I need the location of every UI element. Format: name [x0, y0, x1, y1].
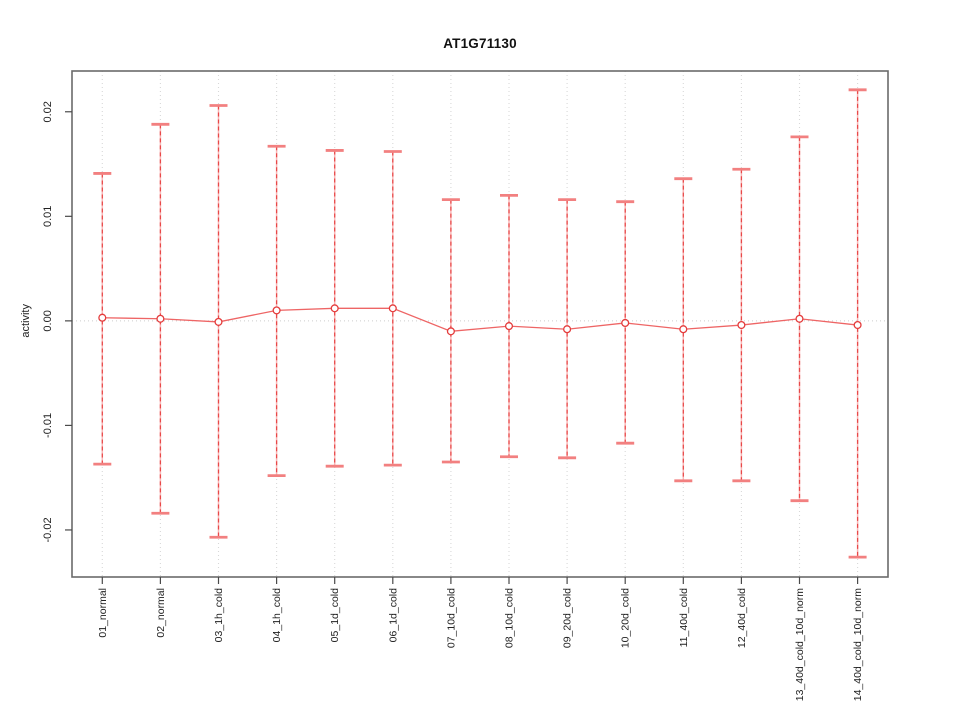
plot-box	[71, 70, 889, 578]
data-point	[563, 325, 572, 334]
data-point	[446, 327, 455, 336]
data-point	[853, 320, 862, 330]
x-tick-label: 06_1d_cold	[387, 588, 399, 642]
x-tick-label: 11_40d_cold	[678, 588, 690, 648]
x-tick-label: 05_1d_cold	[329, 588, 341, 642]
x-tick-label: 03_1h_cold	[213, 588, 225, 642]
x-tick-label: 01_normal	[97, 588, 109, 638]
x-tick-label: 09_20d_cold	[562, 588, 574, 648]
x-tick-label: 08_10d_cold	[504, 588, 516, 648]
x-tick-label: 02_normal	[155, 588, 167, 638]
data-point	[156, 314, 165, 323]
x-tick-label: 07_10d_cold	[445, 588, 457, 648]
y-axis-label: activity	[20, 304, 32, 338]
data-point	[98, 313, 107, 322]
x-tick-label: 04_1h_cold	[271, 588, 283, 642]
chart-title: AT1G71130	[443, 36, 517, 51]
data-point	[504, 322, 514, 331]
data-point	[621, 318, 630, 328]
x-tick-label: 14_40d_cold_10d_norm	[852, 588, 864, 702]
y-tick-label: -0.01	[42, 413, 54, 438]
y-tick-label: 0.00	[42, 310, 54, 331]
data-point	[330, 304, 339, 313]
x-tick-label: 13_40d_cold_10d_norm	[794, 588, 806, 702]
y-tick-label: 0.02	[42, 101, 54, 122]
data-point	[737, 320, 746, 330]
data-point	[388, 304, 397, 313]
x-tick-label: 10_20d_cold	[620, 588, 632, 648]
y-tick-label: 0.01	[42, 206, 54, 227]
x-tick-label: 12_40d_cold	[736, 588, 748, 648]
data-point	[795, 314, 804, 323]
data-point	[679, 325, 688, 334]
data-point	[272, 306, 281, 315]
mean-line	[102, 307, 858, 332]
y-tick-label: -0.02	[42, 517, 54, 542]
data-point	[214, 317, 223, 326]
